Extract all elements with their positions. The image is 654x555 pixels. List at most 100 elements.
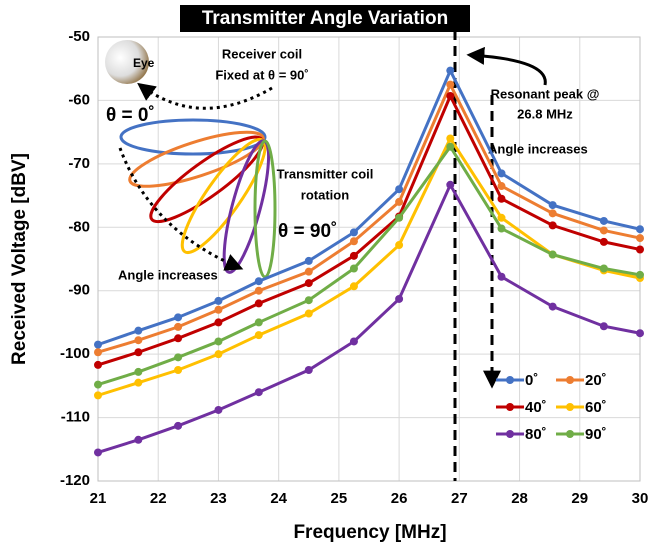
y-tick-label: -70 bbox=[68, 155, 90, 172]
y-axis-label: Received Voltage [dBV] bbox=[9, 153, 30, 365]
annotation: θ = 0˚ bbox=[106, 105, 155, 126]
point bbox=[497, 169, 506, 178]
legend-label: 90˚ bbox=[585, 426, 607, 443]
point bbox=[214, 318, 223, 327]
point bbox=[174, 322, 183, 331]
y-tick-label: -50 bbox=[68, 28, 90, 45]
point bbox=[446, 91, 455, 100]
point bbox=[349, 251, 358, 260]
x-tick-label: 29 bbox=[571, 490, 588, 507]
point bbox=[174, 366, 183, 374]
point bbox=[636, 245, 644, 254]
point bbox=[214, 350, 223, 359]
annotation: Fixed at θ = 90˚ bbox=[215, 67, 308, 82]
point bbox=[174, 421, 183, 430]
point bbox=[254, 388, 263, 397]
x-tick-label: 30 bbox=[632, 490, 649, 507]
y-tick-label: -90 bbox=[68, 282, 90, 299]
point bbox=[497, 213, 506, 222]
arrow bbox=[137, 82, 273, 110]
point bbox=[636, 225, 644, 234]
coils bbox=[119, 118, 277, 279]
coil bbox=[128, 130, 265, 188]
x-tick-label: 22 bbox=[150, 490, 167, 507]
annotation: rotation bbox=[301, 187, 349, 202]
annotation: Angle increases bbox=[118, 267, 218, 282]
legend-label: 80˚ bbox=[525, 426, 547, 443]
point bbox=[636, 234, 644, 243]
coil bbox=[222, 139, 271, 274]
point bbox=[304, 256, 313, 265]
point bbox=[395, 241, 404, 250]
y-tick-label: -110 bbox=[61, 409, 90, 426]
legend-swatch bbox=[566, 376, 574, 384]
point bbox=[446, 134, 455, 143]
point bbox=[599, 237, 608, 246]
x-tick-label: 28 bbox=[511, 490, 528, 507]
point bbox=[254, 286, 263, 295]
point bbox=[304, 279, 313, 288]
point bbox=[395, 294, 404, 303]
point bbox=[349, 228, 358, 237]
point bbox=[214, 305, 223, 314]
point bbox=[548, 201, 557, 210]
legend-label: 40˚ bbox=[525, 399, 547, 416]
point bbox=[548, 302, 557, 311]
arrow bbox=[466, 46, 547, 86]
x-tick-label: 27 bbox=[451, 490, 468, 507]
point bbox=[548, 221, 557, 230]
point bbox=[599, 264, 608, 273]
coil bbox=[253, 139, 277, 279]
point bbox=[94, 448, 102, 457]
coil bbox=[119, 118, 267, 156]
title-box bbox=[180, 5, 470, 32]
point bbox=[446, 80, 455, 89]
point bbox=[214, 296, 223, 305]
point bbox=[349, 237, 358, 246]
legend-label: 0˚ bbox=[525, 372, 538, 389]
point bbox=[134, 326, 143, 335]
point bbox=[548, 209, 557, 218]
point bbox=[349, 337, 358, 346]
point bbox=[134, 367, 143, 376]
point bbox=[174, 334, 183, 343]
point bbox=[94, 340, 102, 349]
legend-swatch bbox=[506, 403, 514, 411]
point bbox=[636, 270, 644, 279]
point bbox=[446, 142, 455, 151]
point bbox=[446, 66, 455, 75]
point bbox=[214, 337, 223, 346]
point bbox=[497, 272, 506, 281]
chart-title: Transmitter Angle Variation bbox=[202, 8, 448, 29]
point bbox=[94, 360, 102, 369]
point bbox=[174, 313, 183, 322]
point bbox=[548, 250, 557, 259]
x-tick-label: 26 bbox=[391, 490, 408, 507]
point bbox=[134, 336, 143, 345]
point bbox=[349, 264, 358, 273]
point bbox=[395, 185, 404, 194]
x-tick-label: 25 bbox=[331, 490, 348, 507]
point bbox=[214, 405, 223, 414]
point bbox=[304, 296, 313, 305]
annotation: Receiver coil bbox=[222, 46, 302, 61]
y-tick-label: -80 bbox=[68, 218, 90, 235]
y-tick-label: -120 bbox=[60, 472, 90, 489]
annotation: 26.8 MHz bbox=[517, 106, 573, 121]
y-tick-label: -100 bbox=[60, 345, 90, 362]
legend-label: 60˚ bbox=[585, 399, 607, 416]
annotation: Transmitter coil bbox=[277, 166, 374, 181]
point bbox=[395, 213, 404, 222]
point bbox=[497, 224, 506, 233]
point bbox=[134, 435, 143, 444]
point bbox=[599, 216, 608, 225]
eye-icon bbox=[105, 40, 149, 84]
point bbox=[94, 348, 102, 357]
point bbox=[254, 318, 263, 327]
point bbox=[636, 329, 644, 338]
legend-swatch bbox=[566, 430, 574, 438]
point bbox=[304, 309, 313, 318]
point bbox=[254, 277, 263, 286]
point bbox=[94, 391, 102, 400]
